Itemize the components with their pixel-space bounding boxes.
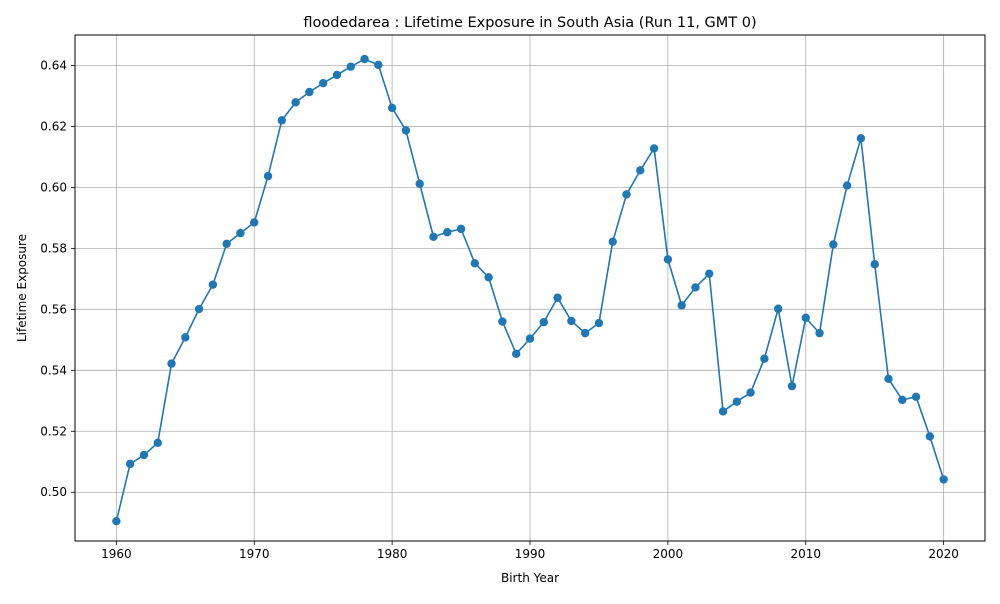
data-point xyxy=(856,134,866,143)
data-point xyxy=(125,459,135,469)
data-point xyxy=(512,349,521,359)
data-point xyxy=(580,328,590,338)
data-point xyxy=(112,516,121,526)
x-axis-label: Birth Year xyxy=(501,571,559,585)
data-series xyxy=(112,54,948,526)
x-tick-label: 2010 xyxy=(790,547,821,561)
data-point xyxy=(470,259,480,268)
y-tick-label: 0.50 xyxy=(40,485,67,499)
data-point xyxy=(773,304,783,313)
data-point xyxy=(456,224,466,234)
data-point xyxy=(263,171,273,181)
data-point xyxy=(663,255,673,264)
data-point xyxy=(567,316,576,326)
data-point xyxy=(677,301,686,310)
data-point xyxy=(746,388,755,397)
data-point xyxy=(318,78,328,88)
data-point xyxy=(305,87,314,97)
data-point xyxy=(608,237,617,246)
data-point xyxy=(250,218,259,227)
grid-lines xyxy=(75,35,985,541)
x-tick-label: 1960 xyxy=(101,547,132,561)
data-point xyxy=(539,317,548,327)
data-point xyxy=(374,60,383,70)
data-point xyxy=(622,190,631,199)
data-point xyxy=(443,228,452,237)
data-point xyxy=(553,293,562,302)
x-tick-label: 1990 xyxy=(515,547,546,561)
data-point xyxy=(153,438,162,448)
data-point xyxy=(842,181,852,190)
data-point xyxy=(387,103,397,113)
data-point xyxy=(691,283,700,292)
data-point xyxy=(925,432,935,441)
y-axis-label: Lifetime Exposure xyxy=(15,234,29,342)
data-point xyxy=(401,126,411,135)
x-axis: 1960 1970 1980 1990 2000 2010 2020 xyxy=(101,541,959,561)
data-point xyxy=(167,359,176,368)
data-point xyxy=(194,304,204,314)
chart-title: floodedarea : Lifetime Exposure in South… xyxy=(303,15,756,31)
data-point xyxy=(829,240,838,249)
data-point xyxy=(181,333,190,342)
data-point xyxy=(594,318,604,328)
data-point xyxy=(636,166,645,175)
y-tick-label: 0.54 xyxy=(40,363,67,377)
x-tick-label: 1970 xyxy=(239,547,270,561)
data-point xyxy=(801,313,810,323)
y-tick-label: 0.56 xyxy=(40,302,67,316)
data-point xyxy=(939,475,948,484)
data-point xyxy=(222,239,231,249)
data-point xyxy=(870,260,879,269)
y-tick-label: 0.62 xyxy=(40,119,67,133)
data-point xyxy=(346,62,355,71)
y-tick-label: 0.58 xyxy=(40,241,67,255)
data-point xyxy=(732,397,742,406)
data-point xyxy=(760,354,769,363)
y-tick-label: 0.52 xyxy=(40,424,67,438)
data-point xyxy=(649,144,659,153)
data-point xyxy=(484,273,493,282)
y-axis: 0.50 0.52 0.54 0.56 0.58 0.60 0.62 0.64 xyxy=(40,58,75,499)
data-point xyxy=(277,116,287,125)
y-tick-label: 0.64 xyxy=(40,58,67,72)
data-point xyxy=(429,232,438,241)
data-point xyxy=(236,228,245,238)
data-point xyxy=(139,450,149,460)
x-tick-label: 2020 xyxy=(928,547,959,561)
data-point xyxy=(911,392,921,402)
data-point xyxy=(718,407,728,416)
data-point xyxy=(525,334,535,343)
y-tick-label: 0.60 xyxy=(40,180,67,194)
data-point xyxy=(498,317,507,326)
data-point xyxy=(815,328,824,338)
data-point xyxy=(898,395,907,405)
x-tick-label: 2000 xyxy=(653,547,684,561)
data-point xyxy=(415,179,424,188)
data-point xyxy=(787,381,797,391)
data-point xyxy=(360,54,369,64)
x-tick-label: 1980 xyxy=(377,547,408,561)
data-point xyxy=(208,280,218,289)
data-point xyxy=(705,269,714,278)
data-point xyxy=(884,374,893,384)
data-point xyxy=(332,70,342,80)
data-point xyxy=(291,98,300,107)
